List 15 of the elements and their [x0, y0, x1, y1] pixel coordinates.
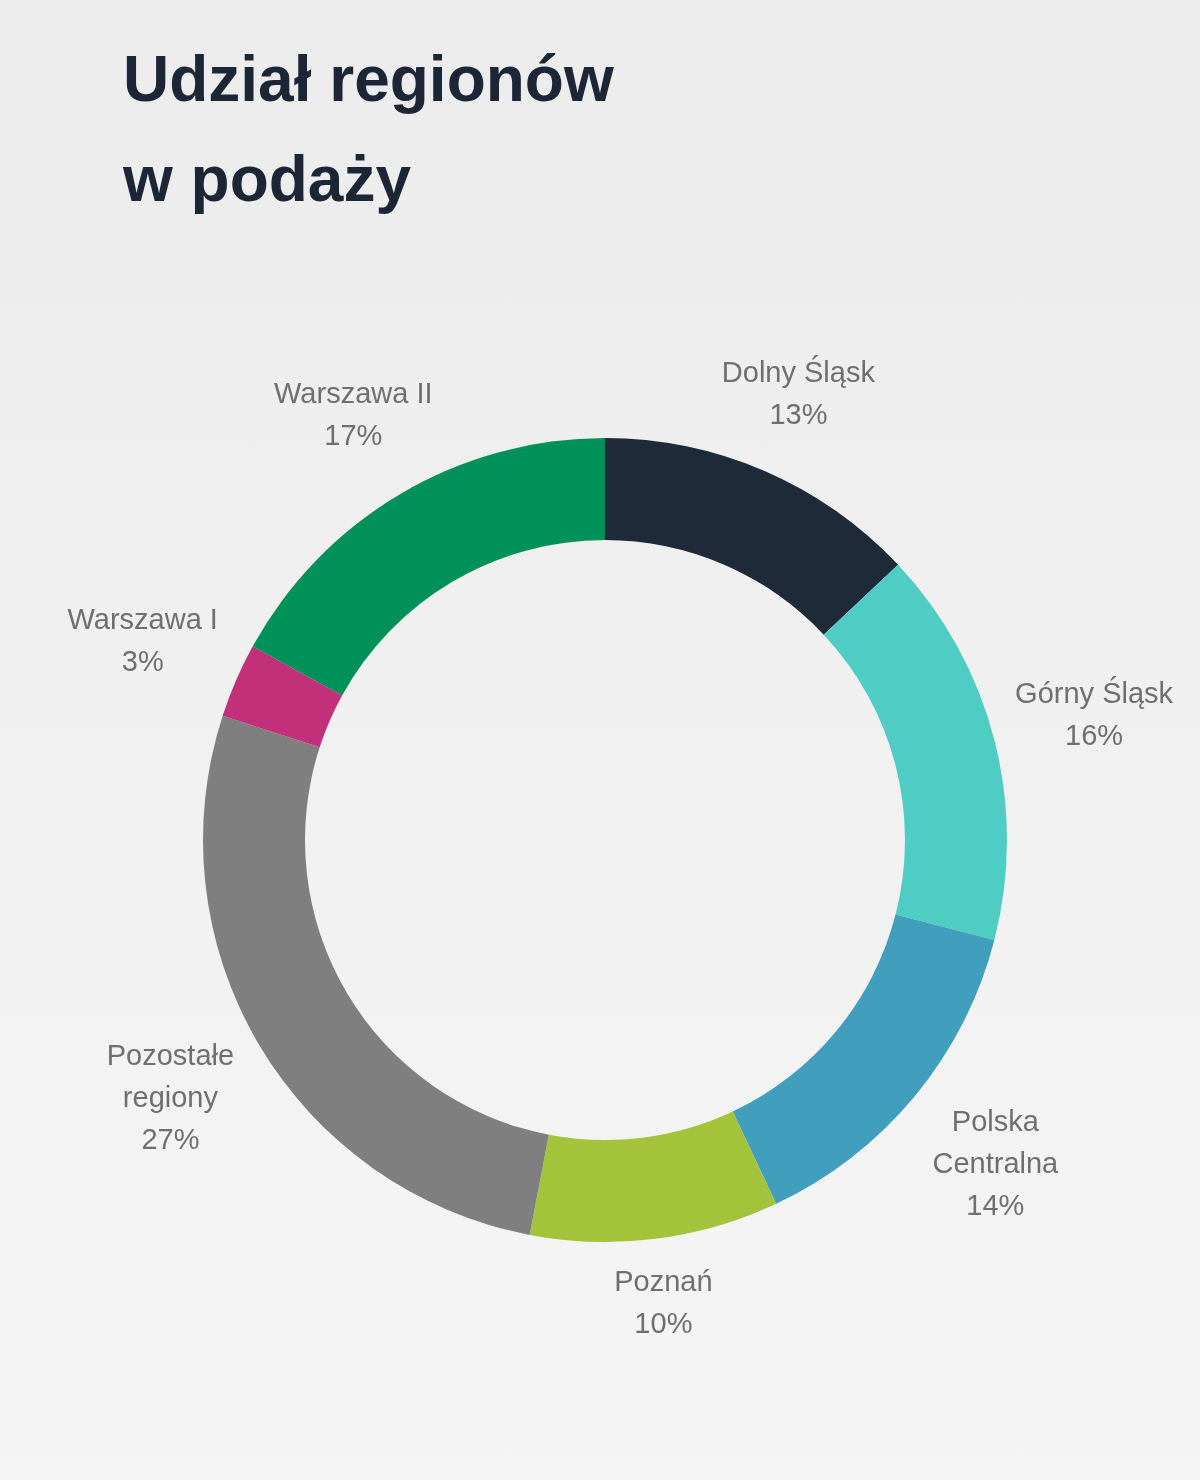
data-label: 10%	[634, 1307, 693, 1340]
slice-label: Polska Centralna	[932, 1104, 1060, 1179]
chart-title: Udział regionów w podaży	[122, 43, 632, 215]
data-label: 27%	[141, 1123, 200, 1155]
data-label: 3%	[121, 644, 164, 677]
slice-label: Poznań	[614, 1265, 713, 1298]
slice-label: Pozostałe regiony	[106, 1039, 235, 1113]
data-label: 13%	[769, 398, 828, 431]
slice-label: Warszawa II	[274, 377, 433, 410]
slice-label: Warszawa I	[67, 602, 218, 635]
slice-label: Dolny Śląsk	[721, 355, 876, 389]
data-label: 14%	[966, 1188, 1025, 1221]
slice-label: Górny Śląsk	[1015, 676, 1174, 710]
data-label: 17%	[324, 419, 383, 452]
data-label: 16%	[1065, 719, 1124, 752]
